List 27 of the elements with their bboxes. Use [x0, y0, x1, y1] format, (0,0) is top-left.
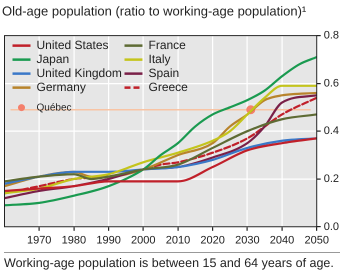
- legend-label: United Kingdom: [36, 66, 122, 80]
- x-tick-label: 2040: [270, 234, 294, 246]
- legend-label: Italy: [148, 52, 171, 66]
- legend-label: Germany: [36, 80, 86, 94]
- chart-title: Old-age population (ratio to working-age population)¹: [2, 3, 307, 18]
- x-tick-label: 1970: [26, 234, 52, 246]
- y-tick-label: 0.0: [324, 220, 340, 233]
- x-tick-label: 2050: [304, 234, 329, 246]
- y-tick-label: 0.2: [324, 173, 340, 186]
- y-tick-label: 0.6: [324, 77, 340, 90]
- legend-label: Greece: [148, 80, 188, 94]
- legend-label: France: [148, 38, 186, 52]
- line-series: [4, 56, 317, 206]
- legend-label: Japan: [36, 52, 70, 66]
- x-tick-label: 2020: [200, 234, 225, 246]
- x-tick-label: 2030: [235, 234, 260, 246]
- legend-label: Québec: [36, 102, 72, 114]
- legend-label: United States: [36, 38, 109, 52]
- x-tick-label: 1980: [62, 234, 86, 246]
- line-series: [4, 113, 317, 182]
- x-tick-label: 2010: [166, 234, 190, 246]
- x-tick-label: 2000: [131, 234, 156, 246]
- x-tick-label: 1990: [96, 234, 121, 246]
- legend-label: Spain: [148, 66, 180, 80]
- y-tick-label: 0.4: [324, 125, 340, 138]
- y-tick-label: 0.8: [324, 30, 340, 42]
- text: Working-age population is between 15 and 64 years of age.: [4, 256, 335, 270]
